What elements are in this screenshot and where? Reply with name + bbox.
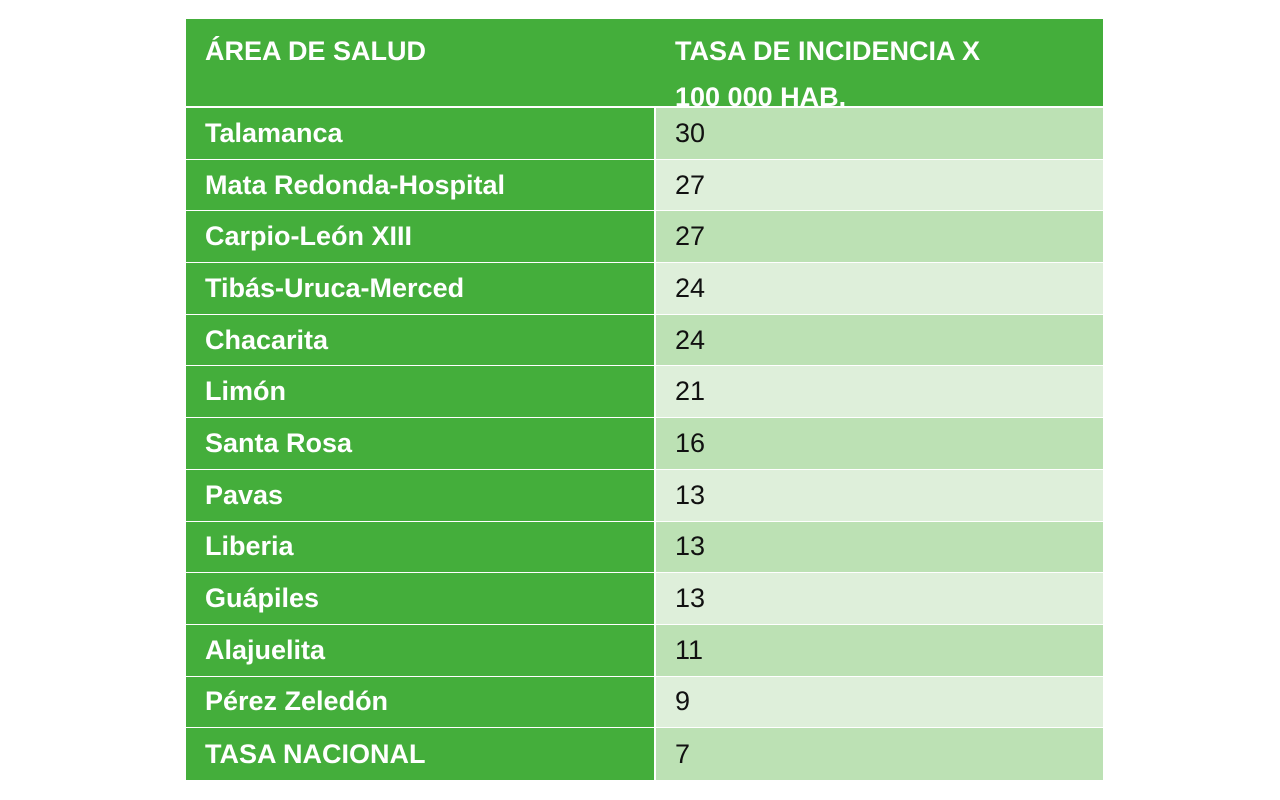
- rate-value-cell: 30: [656, 108, 1103, 159]
- rate-value-cell: 13: [656, 521, 1103, 573]
- table-row: Pavas 13: [186, 469, 1103, 522]
- table-row: Guápiles 13: [186, 573, 1103, 625]
- table-header: ÁREA DE SALUD TASA DE INCIDENCIA X 100 0…: [186, 19, 1103, 112]
- rate-value-cell: 21: [656, 366, 1103, 418]
- rate-value-cell: 24: [656, 314, 1103, 366]
- area-name-cell: Talamanca: [186, 108, 656, 159]
- table-row: Tibás-Uruca-Merced 24: [186, 263, 1103, 315]
- area-name-cell: Limón: [186, 366, 656, 418]
- rate-value-cell: 24: [656, 263, 1103, 314]
- table-row: Limón 21: [186, 366, 1103, 419]
- area-name-cell: Mata Redonda-Hospital: [186, 159, 656, 211]
- rate-value-cell: 13: [656, 469, 1103, 521]
- area-name-cell: Pavas: [186, 469, 656, 521]
- table-row: TASA NACIONAL 7: [186, 728, 1103, 780]
- area-name-cell: Santa Rosa: [186, 418, 656, 469]
- area-name-cell: Tibás-Uruca-Merced: [186, 263, 656, 314]
- header-rate-line2: 100 000 HAB.: [675, 82, 847, 112]
- table-row: Chacarita 24: [186, 314, 1103, 367]
- area-name-cell: TASA NACIONAL: [186, 728, 656, 780]
- table-row: Santa Rosa 16: [186, 418, 1103, 470]
- area-name-cell: Liberia: [186, 521, 656, 573]
- header-area: ÁREA DE SALUD: [205, 36, 427, 66]
- rate-value-cell: 27: [656, 211, 1103, 263]
- incidence-table: ÁREA DE SALUD TASA DE INCIDENCIA X 100 0…: [186, 19, 1103, 780]
- table-row: Carpio-León XIII 27: [186, 211, 1103, 264]
- table-row: Alajuelita 11: [186, 624, 1103, 677]
- table-row: Mata Redonda-Hospital 27: [186, 159, 1103, 212]
- area-name-cell: Alajuelita: [186, 624, 656, 676]
- table-row: Pérez Zeledón 9: [186, 676, 1103, 729]
- rate-value-cell: 13: [656, 573, 1103, 624]
- rate-value-cell: 27: [656, 159, 1103, 211]
- table-row: Talamanca 30: [186, 108, 1103, 160]
- table-body: Talamanca 30 Mata Redonda-Hospital 27 Carpio…: [186, 108, 1103, 780]
- rate-value-cell: 11: [656, 624, 1103, 676]
- header-rate-line1: TASA DE INCIDENCIA X: [675, 36, 981, 66]
- area-name-cell: Carpio-León XIII: [186, 211, 656, 263]
- header-rate: TASA DE INCIDENCIA X 100 000 HAB.: [656, 19, 1103, 112]
- area-name-cell: Chacarita: [186, 314, 656, 366]
- area-name-cell: Pérez Zeledón: [186, 676, 656, 728]
- table-row: Liberia 13: [186, 521, 1103, 574]
- rate-value-cell: 7: [656, 728, 1103, 780]
- area-name-cell: Guápiles: [186, 573, 656, 624]
- rate-value-cell: 16: [656, 418, 1103, 469]
- rate-value-cell: 9: [656, 676, 1103, 728]
